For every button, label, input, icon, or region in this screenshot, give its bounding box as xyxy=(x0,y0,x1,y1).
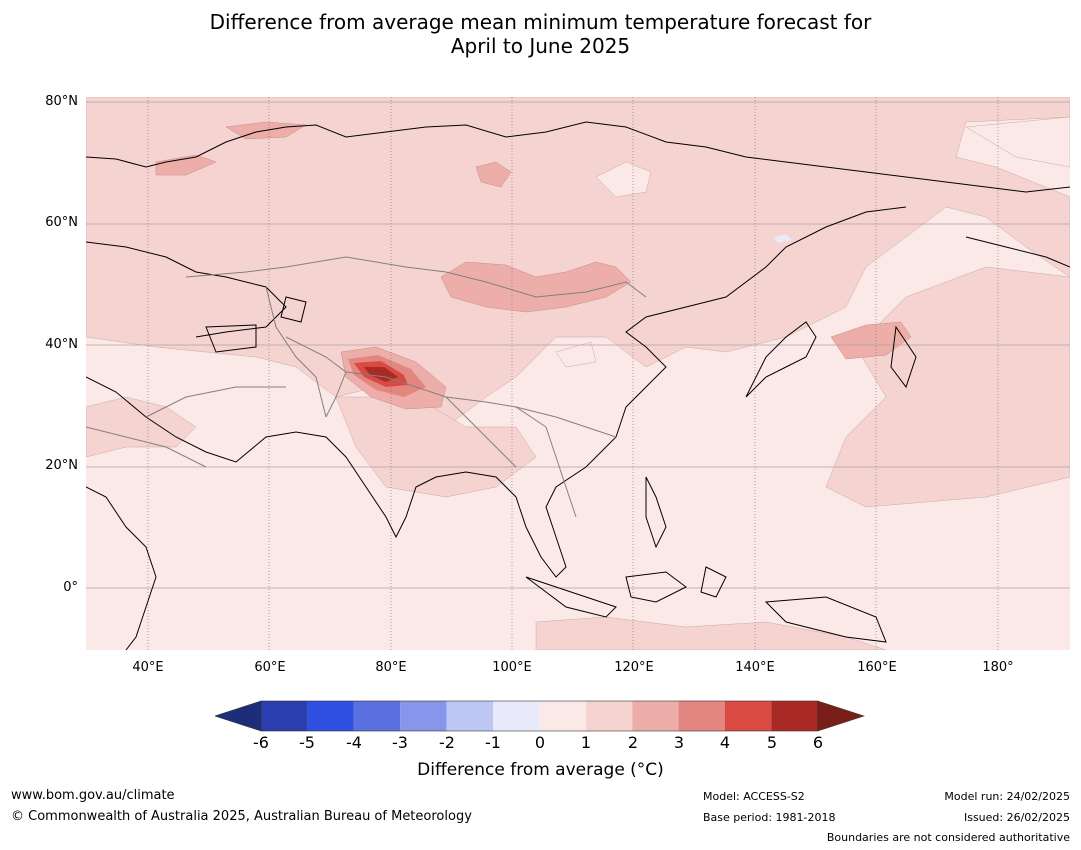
y-tick-40n: 40°N xyxy=(45,337,78,352)
anomaly-region-north-asia xyxy=(86,97,1070,428)
anomaly-patch-siberia xyxy=(475,161,512,188)
country-borders xyxy=(86,256,647,518)
x-tick-100e: 100°E xyxy=(492,660,532,675)
colorbar-swatch-10 xyxy=(678,701,725,731)
title-line-1: Difference from average mean minimum tem… xyxy=(209,10,872,34)
colorbar-tick: 1 xyxy=(580,733,592,752)
colorbar-swatch-2 xyxy=(307,701,354,731)
colorbar-tick: 3 xyxy=(673,733,685,752)
colorbar-swatch-below xyxy=(214,700,262,732)
anomaly-patch-neutral-2 xyxy=(965,116,1070,168)
x-tick-40e: 40°E xyxy=(132,660,164,675)
title-line-2: April to June 2025 xyxy=(450,34,631,58)
footer-boundaries-note: Boundaries are not considered authoritat… xyxy=(826,831,1070,844)
x-tick-180: 180° xyxy=(982,660,1014,675)
footer-copyright: © Commonwealth of Australia 2025, Austra… xyxy=(11,809,472,824)
x-tick-160e: 160°E xyxy=(857,660,897,675)
colorbar-swatch-8 xyxy=(585,701,633,731)
anomaly-region-indonesia xyxy=(535,616,887,650)
colorbar-tick: 0 xyxy=(534,733,546,752)
x-tick-140e: 140°E xyxy=(735,660,775,675)
y-tick-0: 0° xyxy=(63,580,78,595)
map-panel xyxy=(86,97,1070,650)
colorbar-tick: 4 xyxy=(719,733,731,752)
colorbar-swatch-above xyxy=(817,700,865,732)
colorbar-label: Difference from average (°C) xyxy=(417,760,664,780)
anomaly-region-arabia xyxy=(86,396,197,458)
colorbar-swatch-11 xyxy=(725,701,772,731)
footer-model: Model: ACCESS-S2 xyxy=(703,790,805,803)
colorbar-swatch-9 xyxy=(632,701,679,731)
footer-model-run: Model run: 24/02/2025 xyxy=(944,790,1070,803)
y-tick-60n: 60°N xyxy=(45,215,78,230)
colorbar-tick: -5 xyxy=(299,733,315,752)
x-tick-120e: 120°E xyxy=(614,660,654,675)
colorbar-swatch-12 xyxy=(771,701,818,731)
footer-base-period: Base period: 1981-2018 xyxy=(703,811,836,824)
longitude-grid xyxy=(147,97,999,650)
colorbar xyxy=(214,700,865,736)
colorbar-tick: -3 xyxy=(392,733,408,752)
latitude-grid xyxy=(86,101,1070,589)
colorbar-tick: -2 xyxy=(439,733,455,752)
colorbar-svg xyxy=(214,700,865,732)
colorbar-swatch-4 xyxy=(400,701,447,731)
coastlines xyxy=(86,121,1070,650)
colorbar-tick: 2 xyxy=(627,733,639,752)
chart-title: Difference from average mean minimum tem… xyxy=(0,10,1081,58)
x-tick-60e: 60°E xyxy=(254,660,286,675)
colorbar-swatch-1 xyxy=(261,701,308,731)
footer-url: www.bom.gov.au/climate xyxy=(11,788,175,803)
anomaly-patch-cool xyxy=(774,234,792,243)
colorbar-swatch-6 xyxy=(493,701,540,731)
anomaly-patch-mongolia xyxy=(440,261,632,313)
anomaly-patch-neutral-1 xyxy=(595,161,652,198)
anomaly-patch-pacific xyxy=(830,321,912,360)
colorbar-swatch-3 xyxy=(353,701,401,731)
x-tick-80e: 80°E xyxy=(375,660,407,675)
anomaly-patch-scandinavia xyxy=(155,154,217,176)
footer-issued: Issued: 26/02/2025 xyxy=(963,811,1070,824)
colorbar-frame xyxy=(260,700,819,732)
y-tick-80n: 80°N xyxy=(45,94,78,109)
colorbar-tick: -1 xyxy=(485,733,501,752)
colorbar-tick: 6 xyxy=(812,733,824,752)
colorbar-tick: -4 xyxy=(346,733,362,752)
colorbar-swatch-7 xyxy=(539,701,586,731)
colorbar-swatch-5 xyxy=(446,701,493,731)
colorbar-tick: -6 xyxy=(253,733,269,752)
forecast-map xyxy=(86,97,1070,650)
colorbar-tick: 5 xyxy=(766,733,778,752)
y-tick-20n: 20°N xyxy=(45,458,78,473)
